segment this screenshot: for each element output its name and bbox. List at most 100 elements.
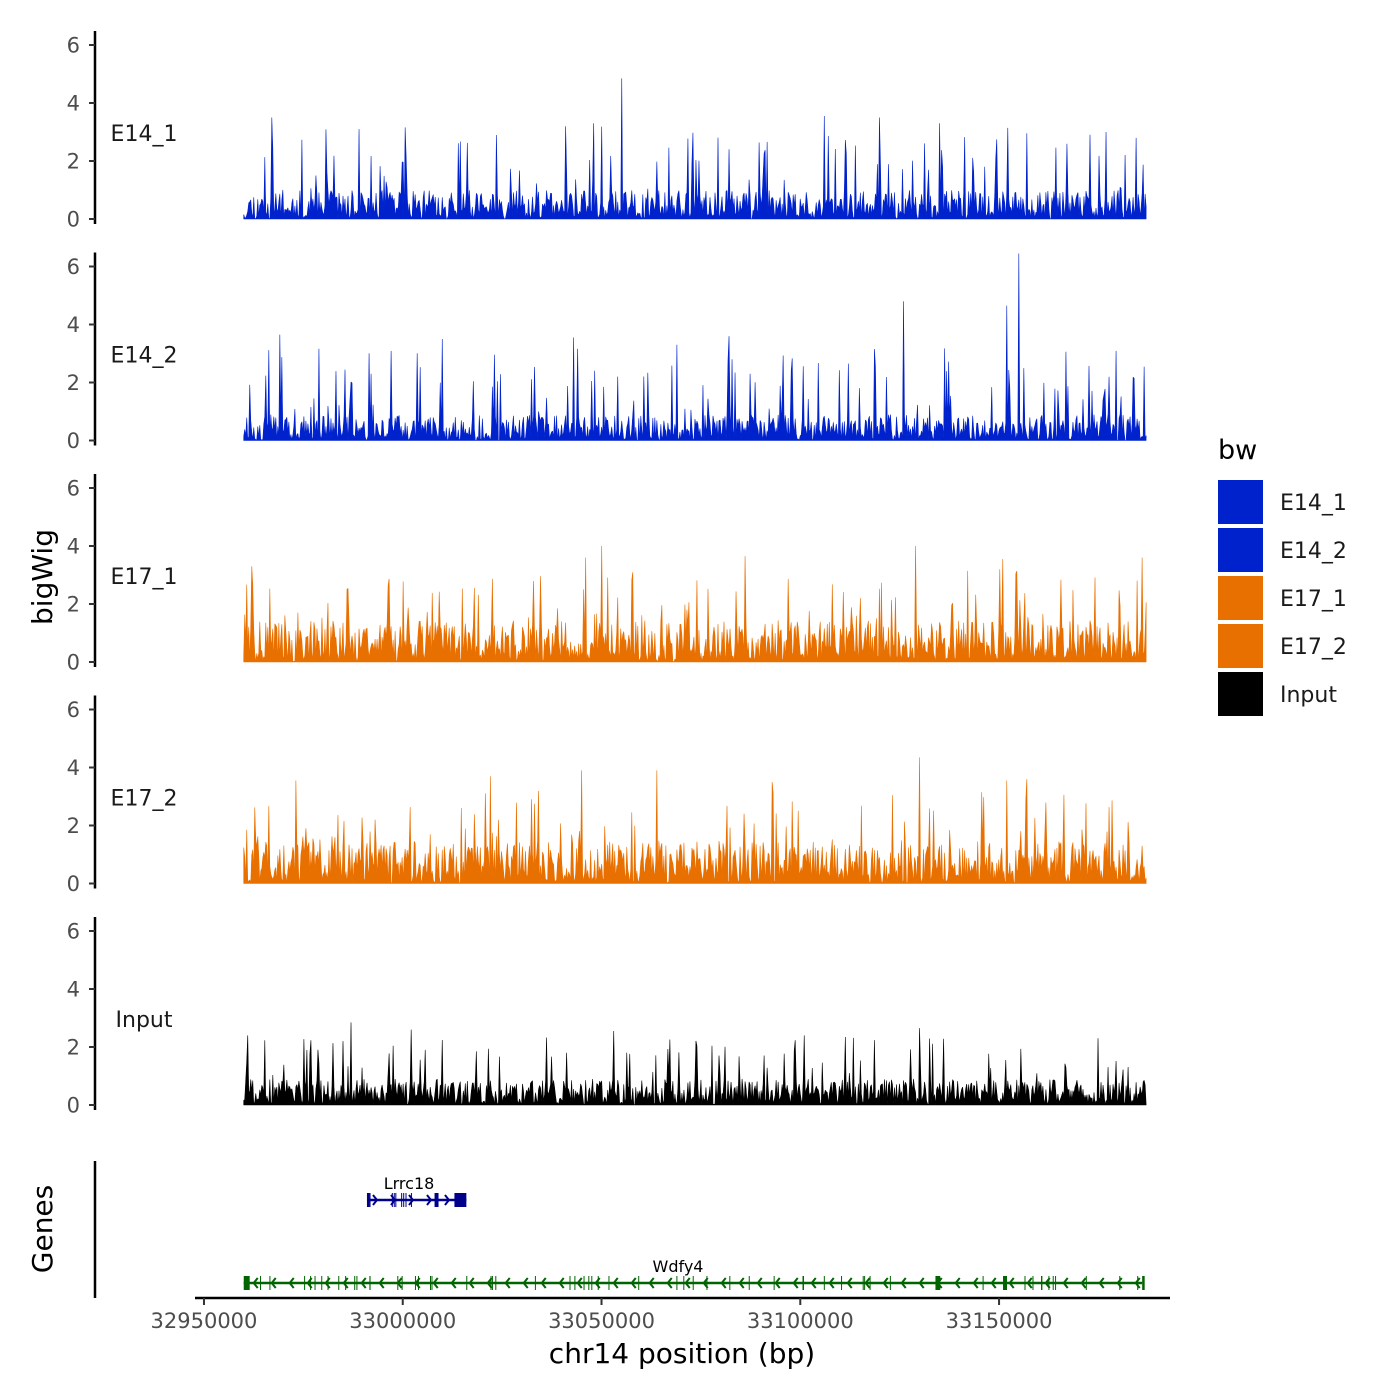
strand-arrow [1062,1277,1069,1289]
coverage-area-Input [243,1022,1147,1106]
genes-panel: Lrrc18 Wdfy4 [93,1161,1145,1298]
strand-arrow [576,1277,583,1289]
y-tick-label: 4 [67,756,80,780]
strand-arrow [648,1277,655,1289]
legend: bw E14_1 E14_2 E17_1 E17_2 Input [1218,435,1347,716]
y-tick-label: 4 [67,978,80,1002]
exon [454,1193,467,1207]
exon [243,1276,250,1290]
strand-arrow [810,1277,817,1289]
strand-arrow [972,1277,979,1289]
x-tick-label: 32950000 [151,1309,258,1333]
strand-arrow [372,1194,379,1206]
legend-label: E17_1 [1280,587,1347,612]
exon [434,1193,439,1207]
y-tick-label: 4 [67,313,80,337]
y-tick-label: 0 [67,872,80,896]
y-tick-label: 2 [67,1036,80,1060]
strand-arrow [252,1277,259,1289]
strand-arrow [486,1277,493,1289]
exon [1003,1276,1008,1290]
gene-Lrrc18: Lrrc18 [366,1174,467,1207]
track-E14_1: 0 2 4 6 E14_1 [67,31,1147,232]
strand-arrow [666,1277,673,1289]
legend-swatch-Input [1218,672,1263,716]
track-E17_2: 0 2 4 6 E17_2 [67,695,1147,896]
legend-label: Input [1280,683,1337,708]
strand-arrow [1098,1277,1105,1289]
strand-arrow [1044,1277,1051,1289]
legend-swatch-E14_2 [1218,528,1263,572]
track-label: Input [116,1008,173,1033]
legend-title: bw [1218,435,1257,466]
legend-swatch-E17_2 [1218,624,1263,668]
strand-arrow [288,1277,295,1289]
coverage-area-E17_2 [243,757,1147,884]
strand-arrow [864,1277,871,1289]
strand-arrow [1134,1277,1141,1289]
track-Input: 0 2 4 6 Input [67,917,1147,1118]
track-label: E17_2 [111,787,178,812]
gene-label: Wdfy4 [653,1257,704,1276]
track-E14_2: 0 2 4 6 E14_2 [67,252,1147,453]
strand-arrow [630,1277,637,1289]
strand-arrow [1008,1277,1015,1289]
y-tick-label: 0 [67,651,80,675]
y-tick-label: 6 [67,920,80,944]
strand-arrow [342,1277,349,1289]
track-E17_1: 0 2 4 6 E17_1 [67,474,1147,675]
x-axis-title: chr14 position (bp) [549,1337,815,1370]
strand-arrow [558,1277,565,1289]
strand-arrow [1080,1277,1087,1289]
track-label: E14_1 [111,122,178,147]
strand-arrow [774,1277,781,1289]
y-tick-label: 4 [67,535,80,559]
gene-Wdfy4: Wdfy4 [243,1257,1145,1290]
coverage-area-E14_2 [243,253,1147,441]
track-label: E17_1 [111,565,178,590]
coverage-area-E17_1 [243,545,1147,663]
y-tick-label: 2 [67,371,80,395]
legend-label: E14_1 [1280,491,1347,516]
strand-arrow [918,1277,925,1289]
strand-arrow [846,1277,853,1289]
strand-arrow [720,1277,727,1289]
strand-arrow [360,1277,367,1289]
coverage-tracks: 0 2 4 6 E14_1 0 2 4 6 E14_2 0 2 4 6 E17_1 0 2 4 6 E17_2 0 2 4 6… [67,31,1147,1118]
strand-arrow [504,1277,511,1289]
strand-arrow [882,1277,889,1289]
strand-arrow [702,1277,709,1289]
strand-arrow [990,1277,997,1289]
strand-arrow [540,1277,547,1289]
strand-arrow [450,1277,457,1289]
strand-arrow [792,1277,799,1289]
strand-arrow [900,1277,907,1289]
strand-arrow [408,1194,415,1206]
strand-arrow [1116,1277,1123,1289]
x-tick-label: 33050000 [548,1309,655,1333]
legend-swatch-E14_1 [1218,480,1263,524]
strand-arrow [954,1277,961,1289]
exon [1142,1276,1145,1290]
y-tick-label: 6 [67,255,80,279]
y-tick-label: 4 [67,92,80,116]
legend-label: E14_2 [1280,539,1347,564]
y-tick-label: 0 [67,429,80,453]
strand-arrow [444,1194,451,1206]
legend-label: E17_2 [1280,635,1347,660]
y-tick-label: 0 [67,208,80,232]
y-tick-label: 6 [67,698,80,722]
exon [366,1193,370,1207]
strand-arrow [522,1277,529,1289]
strand-arrow [612,1277,619,1289]
strand-arrow [426,1194,433,1206]
strand-arrow [378,1277,385,1289]
strand-arrow [756,1277,763,1289]
y-tick-label: 0 [67,1094,80,1118]
x-tick-label: 33150000 [946,1309,1053,1333]
gene-label: Lrrc18 [384,1174,435,1193]
y-tick-label: 2 [67,150,80,174]
strand-arrow [1026,1277,1033,1289]
legend-swatch-E17_1 [1218,576,1263,620]
